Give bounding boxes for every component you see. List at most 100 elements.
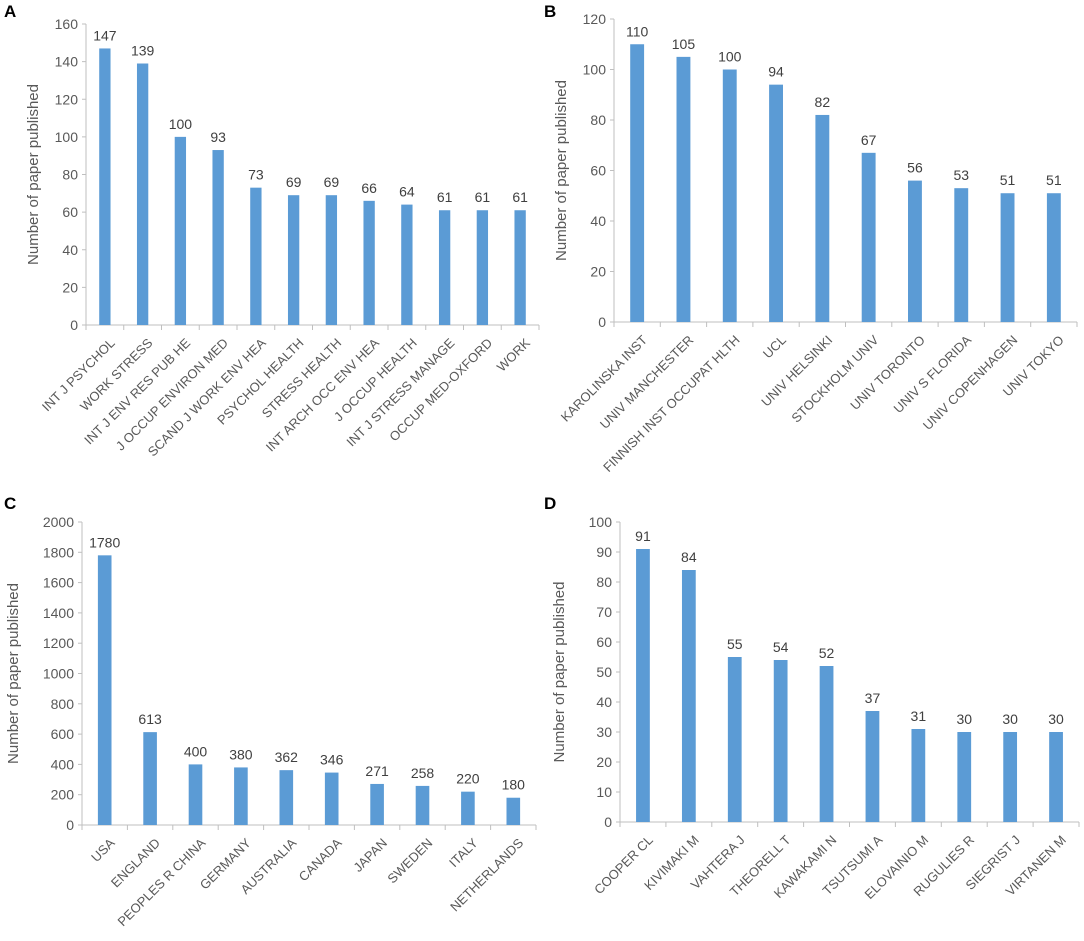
bar [514, 210, 526, 325]
panel-label: D [544, 494, 557, 513]
y-tick-label: 100 [583, 62, 607, 78]
y-tick-label: 40 [596, 694, 612, 710]
bar [819, 666, 834, 822]
panel-label: B [544, 2, 557, 21]
y-tick-label: 400 [51, 756, 75, 772]
data-label: 94 [768, 64, 784, 80]
data-label: 67 [861, 132, 877, 148]
bar [1000, 193, 1015, 322]
panel-c: C 0 200 400 600 800 1000 1200 1400 1600 1800 2000 N… [0, 470, 542, 941]
data-label: 380 [229, 746, 253, 762]
y-tick-label: 50 [596, 664, 612, 680]
data-label: 53 [953, 167, 969, 183]
category-label: KAROLINSKA INST [558, 332, 650, 424]
bar [957, 732, 972, 822]
y-axis-title: Number of paper published [5, 583, 22, 764]
y-tick-label: 600 [51, 726, 75, 742]
bar [325, 195, 338, 325]
category-label: CANADA [296, 835, 345, 884]
data-label: 30 [956, 711, 972, 727]
chart-d: 0 10 20 30 40 50 60 70 80 90 100 Number of paper pu… [551, 514, 1080, 902]
data-label: 91 [635, 528, 651, 544]
bar [954, 188, 969, 322]
bar [636, 549, 650, 822]
y-tick-label: 160 [55, 16, 79, 32]
bar [476, 210, 489, 325]
bar [212, 150, 224, 325]
data-label: 100 [718, 49, 742, 65]
chart-a: 0 20 40 60 80 100 120 140 160 Number of paper pub… [25, 16, 540, 459]
bar [97, 555, 112, 825]
y-tick-label: 0 [604, 814, 612, 830]
data-label: 30 [1048, 711, 1064, 727]
data-label: 61 [512, 189, 528, 205]
y-tick-label: 80 [596, 574, 612, 590]
bar [188, 764, 203, 825]
data-label: 110 [626, 23, 649, 39]
data-label: 61 [475, 189, 491, 205]
data-label: 64 [399, 184, 415, 200]
chart-c: 0 200 400 600 800 1000 1200 1400 1600 1800 2000 Num… [5, 514, 537, 929]
y-tick-label: 80 [62, 167, 78, 183]
chart-b: 0 20 40 60 80 100 120 Number of paper published… [553, 11, 1078, 475]
bar [681, 570, 696, 822]
y-tick-label: 100 [589, 514, 613, 530]
bar [1049, 732, 1063, 822]
y-tick-label: 1400 [43, 605, 74, 621]
bar [769, 84, 783, 323]
data-label: 147 [93, 27, 117, 43]
category-label: JAPAN [350, 835, 390, 875]
bar [1046, 193, 1061, 322]
data-label: 51 [1000, 172, 1016, 188]
bar [861, 152, 876, 322]
data-label: 613 [138, 711, 162, 727]
bar [174, 136, 187, 325]
bar [908, 180, 922, 322]
category-label: UNIV S FLORIDA [891, 332, 975, 416]
y-tick-label: 140 [55, 54, 79, 70]
y-tick-label: 20 [62, 279, 78, 295]
data-label: 180 [502, 777, 526, 793]
bar [287, 195, 300, 325]
bar [250, 187, 262, 325]
bar [99, 48, 111, 326]
data-label: 56 [907, 160, 923, 176]
y-axis-title: Number of paper published [25, 84, 42, 265]
data-label: 52 [819, 645, 835, 661]
data-label: 82 [815, 94, 831, 110]
y-axis-title: Number of paper published [551, 582, 568, 763]
y-tick-label: 70 [596, 604, 612, 620]
bar [136, 63, 149, 325]
data-label: 30 [1002, 711, 1018, 727]
category-label: SWEDEN [384, 835, 435, 886]
bar [773, 660, 788, 822]
y-tick-label: 10 [596, 784, 612, 800]
y-tick-label: 40 [590, 213, 606, 229]
bar [461, 791, 475, 825]
y-tick-label: 1200 [43, 635, 74, 651]
data-label: 100 [169, 116, 193, 132]
y-tick-label: 60 [62, 204, 78, 220]
data-label: 1780 [89, 534, 120, 550]
panel-label: A [4, 2, 17, 21]
y-tick-label: 200 [51, 787, 75, 803]
y-tick-label: 120 [583, 11, 607, 27]
category-label: ITALY [446, 835, 481, 870]
panel-b: B 0 20 40 60 80 100 120 Number of paper publish… [542, 0, 1084, 475]
data-label: 54 [773, 639, 789, 655]
bar [815, 114, 830, 322]
data-label: 31 [911, 708, 927, 724]
bar [279, 770, 294, 825]
data-label: 73 [248, 167, 264, 183]
bar [1003, 732, 1018, 822]
y-tick-label: 0 [70, 317, 78, 333]
y-tick-label: 80 [590, 112, 606, 128]
y-tick-label: 20 [596, 754, 612, 770]
y-tick-label: 60 [596, 634, 612, 650]
data-label: 93 [210, 129, 226, 145]
data-label: 69 [324, 174, 340, 190]
category-label: WORK [494, 335, 533, 374]
bar [506, 797, 521, 825]
data-label: 220 [456, 771, 480, 787]
bar [401, 204, 413, 325]
